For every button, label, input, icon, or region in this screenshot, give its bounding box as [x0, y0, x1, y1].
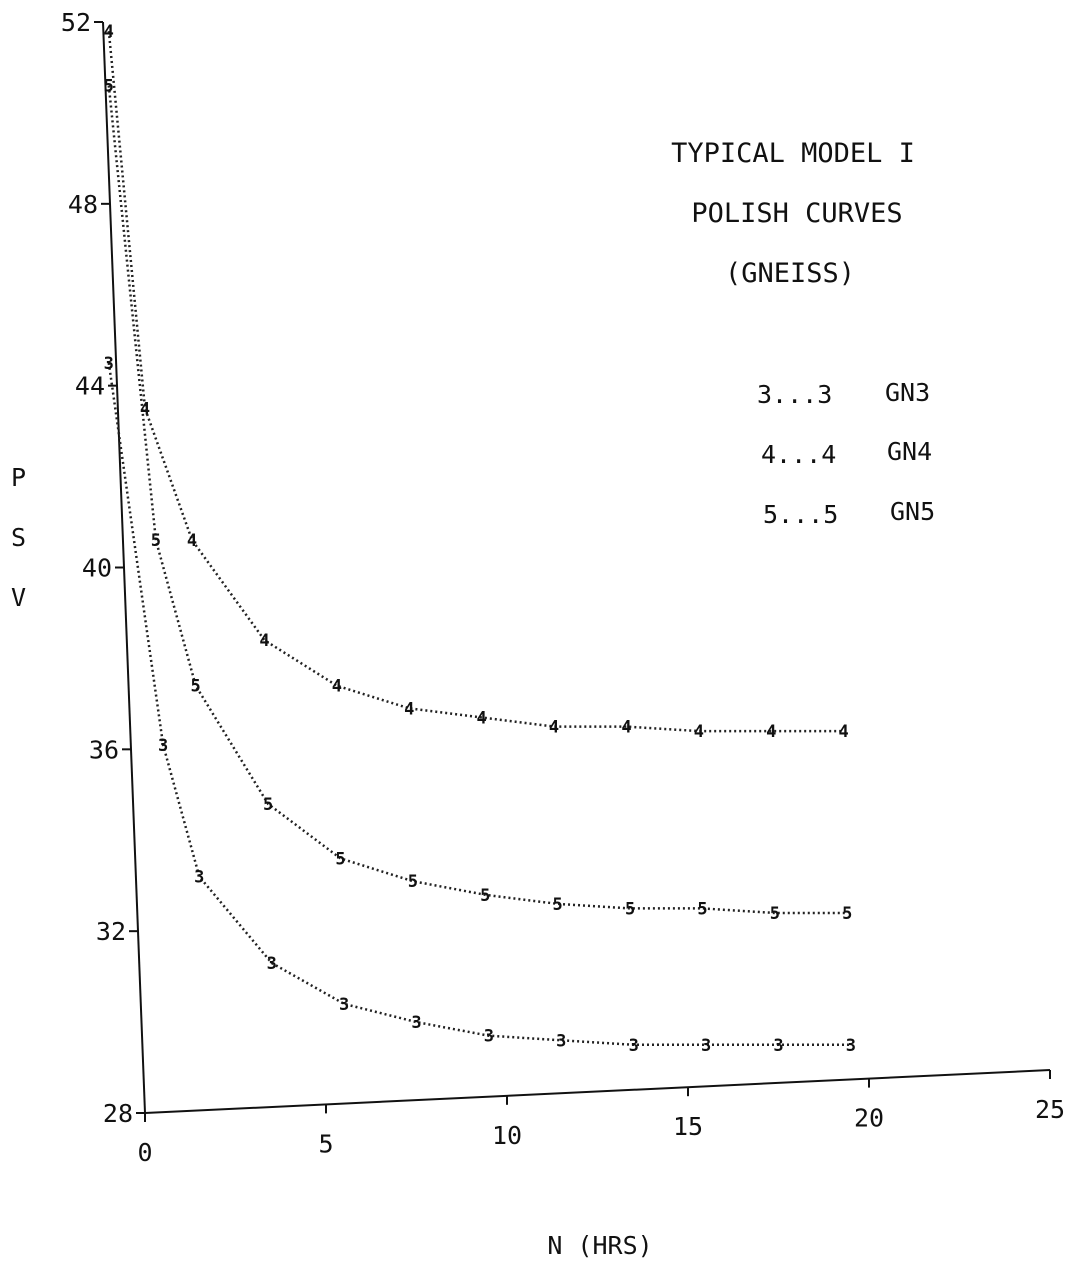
x-axis [144, 1069, 1051, 1114]
x-ticks: 0 5 10 15 20 25 [137, 1070, 1065, 1167]
legend-gn4-marker-text: 4...4 [761, 440, 836, 469]
data-point-gn5: 5 [625, 899, 635, 919]
x-tick-label: 20 [854, 1104, 884, 1133]
data-point-gn3: 3 [629, 1036, 639, 1056]
data-point-gn3: 3 [104, 354, 114, 374]
series-markers: 3 3 3 3 3 3 3 3 3 3 3 3 4 4 4 4 4 4 4 4 4 4 4 4 5 5 5 5 5 5 5 5 5 5 5 5 [104, 22, 856, 1056]
data-point-gn5: 5 [770, 904, 780, 924]
data-point-gn3: 3 [484, 1027, 494, 1047]
y-axis-label-char-2: S [11, 523, 26, 552]
data-point-gn4: 4 [259, 631, 269, 651]
y-axis-label: P S V [11, 463, 26, 612]
data-point-gn3: 3 [339, 995, 349, 1015]
x-tick-label: 0 [137, 1138, 152, 1167]
chart-title: TYPICAL MODEL I POLISH CURVES (GNEISS) [671, 138, 915, 289]
y-axis-label-char-3: V [11, 583, 26, 612]
y-tick-label: 28 [103, 1099, 133, 1128]
data-point-gn4: 4 [404, 699, 414, 719]
data-point-gn3: 3 [267, 954, 277, 974]
data-point-gn3: 3 [846, 1036, 856, 1056]
data-point-gn4: 4 [140, 399, 150, 419]
data-point-gn5: 5 [697, 899, 707, 919]
data-point-gn3: 3 [158, 736, 168, 756]
data-point-gn4: 4 [694, 722, 704, 742]
series-line-gn5 [107, 85, 848, 915]
title-line-2: POLISH CURVES [691, 198, 902, 229]
x-tick-label: 25 [1035, 1095, 1065, 1124]
data-point-gn5: 5 [151, 531, 161, 551]
data-point-gn3: 3 [194, 868, 204, 888]
data-point-gn5: 5 [191, 677, 201, 697]
y-tick-label: 32 [96, 917, 126, 946]
x-tick-label: 10 [492, 1121, 522, 1150]
y-tick-label: 52 [61, 8, 91, 37]
data-point-gn5: 5 [480, 886, 490, 906]
x-tick-label: 5 [318, 1129, 333, 1158]
legend: 3...3 GN3 4...4 GN4 5...5 GN5 [757, 378, 935, 529]
data-point-gn5: 5 [408, 872, 418, 892]
data-point-gn3: 3 [701, 1036, 711, 1056]
data-point-gn4: 4 [766, 722, 776, 742]
data-point-gn4: 4 [477, 709, 487, 729]
title-line-1: TYPICAL MODEL I [671, 138, 915, 169]
legend-gn3-name: GN3 [885, 378, 930, 407]
data-point-gn3: 3 [773, 1036, 783, 1056]
y-tick-label: 40 [82, 554, 112, 583]
data-point-gn5: 5 [842, 904, 852, 924]
y-tick-label: 36 [89, 735, 119, 764]
data-point-gn4: 4 [332, 677, 342, 697]
y-ticks: 28 32 36 40 44 48 52 [61, 8, 145, 1128]
x-axis-label: N (HRS) [547, 1231, 652, 1260]
legend-gn4-name: GN4 [887, 437, 932, 466]
series-line-gn4 [107, 30, 844, 733]
legend-gn3-marker-text: 3...3 [757, 380, 832, 409]
data-point-gn5: 5 [263, 795, 273, 815]
legend-gn5-name: GN5 [890, 497, 935, 526]
data-point-gn5: 5 [335, 849, 345, 869]
data-point-gn5: 5 [104, 77, 114, 97]
y-tick-label: 48 [68, 190, 98, 219]
title-line-3: (GNEISS) [725, 258, 855, 289]
data-point-gn4: 4 [549, 718, 559, 738]
data-point-gn4: 4 [839, 722, 849, 742]
series-curves [107, 30, 851, 1047]
legend-gn5-marker-text: 5...5 [763, 500, 838, 529]
y-tick-label: 44 [75, 372, 105, 401]
y-axis-label-char-1: P [11, 463, 26, 492]
data-point-gn3: 3 [411, 1013, 421, 1033]
data-point-gn4: 4 [187, 531, 197, 551]
data-point-gn4: 4 [621, 718, 631, 738]
data-point-gn3: 3 [556, 1031, 566, 1051]
series-line-gn3 [107, 362, 851, 1047]
data-point-gn4: 4 [104, 22, 114, 42]
data-point-gn5: 5 [553, 895, 563, 915]
x-tick-label: 15 [673, 1112, 703, 1141]
